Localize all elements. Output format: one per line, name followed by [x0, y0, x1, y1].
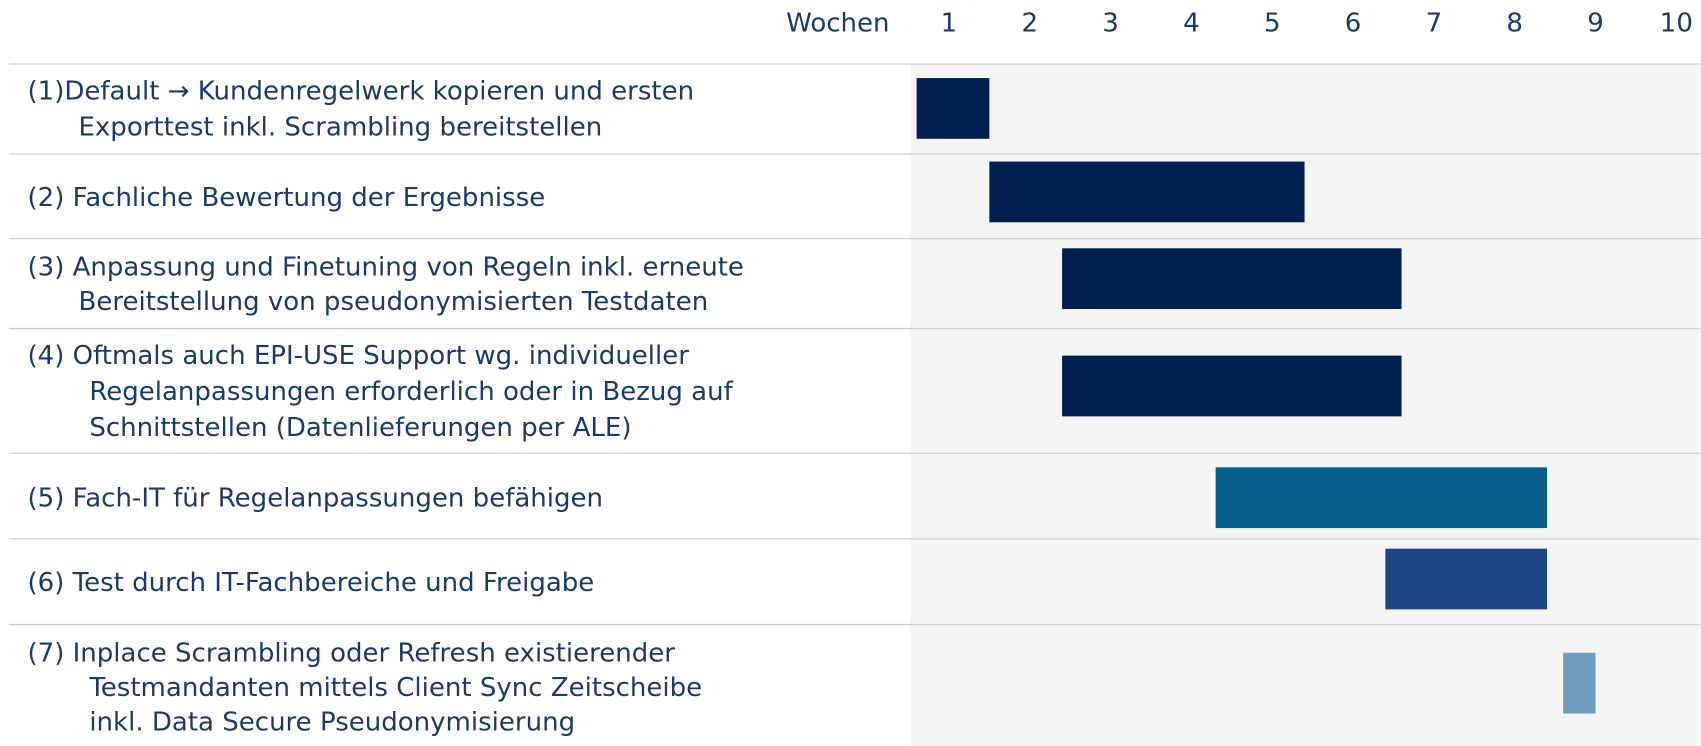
task-label: Regelanpassungen erforderlich oder in Be…	[89, 377, 733, 407]
x-tick-label: 8	[1506, 8, 1523, 38]
x-tick-label: 6	[1345, 8, 1362, 38]
task-bar	[1215, 467, 1548, 529]
task-bar	[1563, 652, 1596, 714]
task-label: (6) Test durch IT-Fachbereiche und Freig…	[28, 568, 595, 598]
task-bar	[989, 161, 1305, 223]
task-label: Exporttest inkl. Scrambling bereitstelle…	[78, 112, 602, 142]
task-bar	[1062, 248, 1402, 310]
task-label: (4) Oftmals auch EPI-USE Support wg. ind…	[28, 341, 690, 371]
task-label: (7) Inplace Scrambling oder Refresh exis…	[28, 638, 676, 668]
task-label: (5) Fach-IT für Regelanpassungen befähig…	[28, 483, 604, 513]
x-tick-label: 10	[1660, 8, 1693, 38]
task-bar	[1385, 548, 1548, 610]
task-label: Schnittstellen (Datenlieferungen per ALE…	[89, 413, 631, 443]
task-label: (3) Anpassung und Finetuning von Regeln …	[28, 252, 744, 282]
task-label: inkl. Data Secure Pseudonymisierung	[89, 708, 575, 738]
task-bar	[916, 78, 990, 139]
task-label: (2) Fachliche Bewertung der Ergebnisse	[28, 183, 546, 213]
x-tick-label: 3	[1102, 8, 1119, 38]
x-tick-label: 9	[1587, 8, 1604, 38]
x-tick-label: 5	[1264, 8, 1281, 38]
task-bar	[1062, 355, 1402, 417]
x-tick-label: 4	[1183, 8, 1200, 38]
task-label: Bereitstellung von pseudonymisierten Tes…	[78, 287, 708, 317]
task-label: Testmandanten mittels Client Sync Zeitsc…	[88, 673, 702, 703]
axis-label: Wochen	[786, 8, 889, 38]
x-tick-label: 7	[1426, 8, 1443, 38]
x-tick-label: 2	[1021, 8, 1038, 38]
task-label: (1)Default → Kundenregelwerk kopieren un…	[28, 77, 695, 107]
x-tick-label: 1	[941, 8, 958, 38]
